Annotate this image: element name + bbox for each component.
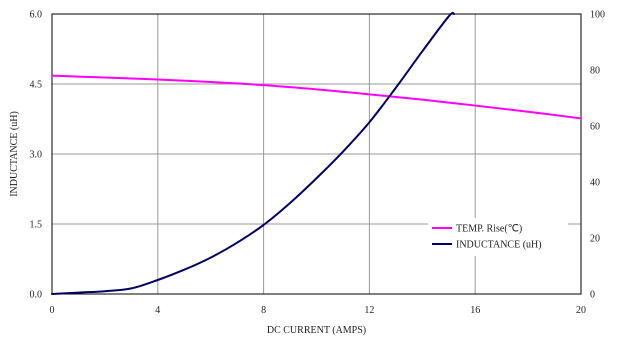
x-tick-label: 8	[261, 305, 266, 316]
series-line-inductance	[51, 11, 456, 295]
y-tick-label: 1.5	[30, 220, 43, 231]
y-axis-label: INDUCTANCE (uH)	[9, 111, 20, 197]
y2-tick-label: 0	[590, 290, 595, 301]
grid-lines	[52, 14, 581, 294]
y-tick-label: 4.5	[30, 80, 43, 91]
x-tick-label: 16	[470, 305, 480, 316]
y2-tick-label: 60	[590, 122, 600, 133]
y2-tick-label: 40	[590, 178, 600, 189]
y-tick-labels: 0.0 1.5 3.0 4.5 6.0	[30, 10, 43, 301]
x-axis-label: DC CURRENT (AMPS)	[267, 325, 366, 336]
y2-tick-label: 20	[590, 234, 600, 245]
legend: TEMP. Rise(℃) INDUCTANCE (uH)	[428, 218, 568, 256]
y2-tick-labels: 0 20 40 60 80 100	[590, 10, 605, 301]
x-tick-label: 4	[155, 305, 160, 316]
x-tick-label: 0	[50, 305, 55, 316]
legend-background	[428, 218, 568, 256]
y-tick-label: 0.0	[30, 290, 43, 301]
y-tick-label: 3.0	[30, 150, 43, 161]
legend-label-inductance: INDUCTANCE (uH)	[456, 240, 542, 251]
y2-tick-label: 80	[590, 66, 600, 77]
y2-tick-label: 100	[590, 10, 605, 21]
legend-label-temp-rise: TEMP. Rise(℃)	[456, 224, 522, 235]
series-line-temp-rise	[51, 74, 582, 120]
x-tick-labels: 0 4 8 12 16 20	[50, 305, 587, 316]
x-tick-label: 20	[576, 305, 586, 316]
plot-frame	[51, 13, 582, 295]
x-tick-label: 12	[364, 305, 374, 316]
y-tick-label: 6.0	[30, 10, 43, 21]
series-layer	[51, 11, 582, 295]
